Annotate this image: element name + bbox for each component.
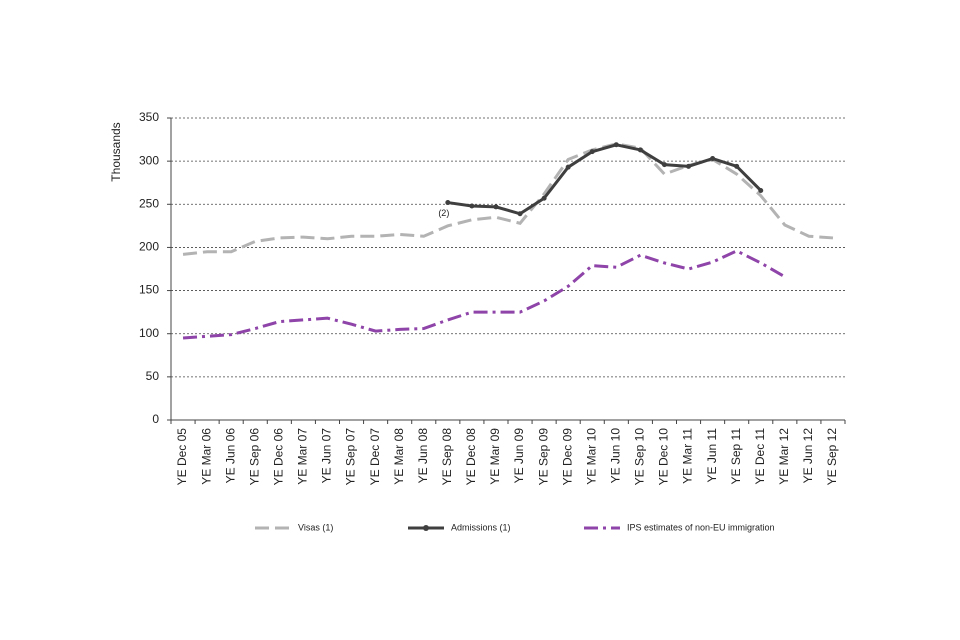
x-tick-label: YE Mar 06 (199, 428, 213, 485)
legend-label: Admissions (1) (451, 522, 511, 532)
x-tick-label: YE Sep 07 (344, 428, 358, 486)
point-marker (734, 163, 740, 169)
x-tick-label: YE Dec 05 (175, 428, 189, 486)
x-tick-label: YE Mar 07 (296, 428, 310, 485)
x-tick-label: YE Mar 11 (681, 428, 695, 484)
y-tick-label: 150 (139, 283, 159, 297)
legend-label: IPS estimates of non-EU immigration (627, 522, 775, 532)
y-tick-label: 50 (146, 369, 160, 383)
x-tick-label: YE Sep 10 (633, 428, 647, 486)
x-tick-label: YE Jun 09 (512, 428, 526, 484)
legend-label: Visas (1) (298, 522, 333, 532)
point-marker (469, 203, 475, 209)
x-tick-label: YE Dec 07 (368, 428, 382, 486)
y-tick-label: 0 (152, 412, 159, 426)
y-tick-label: 350 (139, 110, 159, 124)
point-marker (758, 187, 764, 193)
series-line (182, 142, 834, 256)
point-marker (541, 195, 547, 201)
x-tick-label: YE Dec 09 (560, 428, 574, 486)
point-marker (445, 200, 451, 206)
x-tick-label: YE Sep 06 (247, 428, 261, 486)
series-line (447, 143, 762, 216)
legend-marker (423, 525, 429, 531)
x-tick-label: YE Dec 10 (657, 428, 671, 486)
y-tick-label: 200 (139, 240, 159, 254)
x-tick-label: YE Sep 11 (729, 428, 743, 485)
point-marker (589, 149, 595, 155)
x-tick-label: YE Mar 09 (488, 428, 502, 485)
point-marker (661, 162, 667, 168)
point-marker (637, 147, 643, 153)
point-marker (565, 164, 571, 170)
point-marker (517, 211, 523, 217)
x-tick-label: YE Dec 11 (753, 428, 767, 485)
x-tick-label: YE Jun 11 (705, 428, 719, 483)
y-tick-label: 300 (139, 153, 159, 167)
point-marker (710, 156, 716, 162)
annotation: (2) (438, 208, 449, 218)
x-tick-label: YE Mar 10 (584, 428, 598, 485)
x-tick-label: YE Dec 08 (464, 428, 478, 486)
x-tick-label: YE Jun 12 (801, 428, 815, 484)
x-tick-label: YE Sep 09 (536, 428, 550, 486)
x-tick-label: YE Sep 08 (440, 428, 454, 486)
x-tick-label: YE Jun 06 (223, 428, 237, 484)
y-axis-label: Thousands (109, 122, 123, 181)
x-tick-label: YE Mar 12 (777, 428, 791, 485)
point-marker (613, 142, 619, 148)
series-line (182, 249, 786, 340)
y-tick-label: 100 (139, 326, 159, 340)
x-tick-label: YE Sep 12 (825, 428, 839, 486)
x-tick-label: YE Jun 08 (416, 428, 430, 484)
x-tick-label: YE Dec 06 (271, 428, 285, 486)
x-tick-label: YE Mar 08 (392, 428, 406, 485)
point-marker (493, 204, 499, 210)
x-tick-label: YE Jun 10 (608, 428, 622, 484)
y-tick-label: 250 (139, 196, 159, 210)
x-tick-label: YE Jun 07 (320, 428, 334, 484)
point-marker (686, 163, 692, 169)
